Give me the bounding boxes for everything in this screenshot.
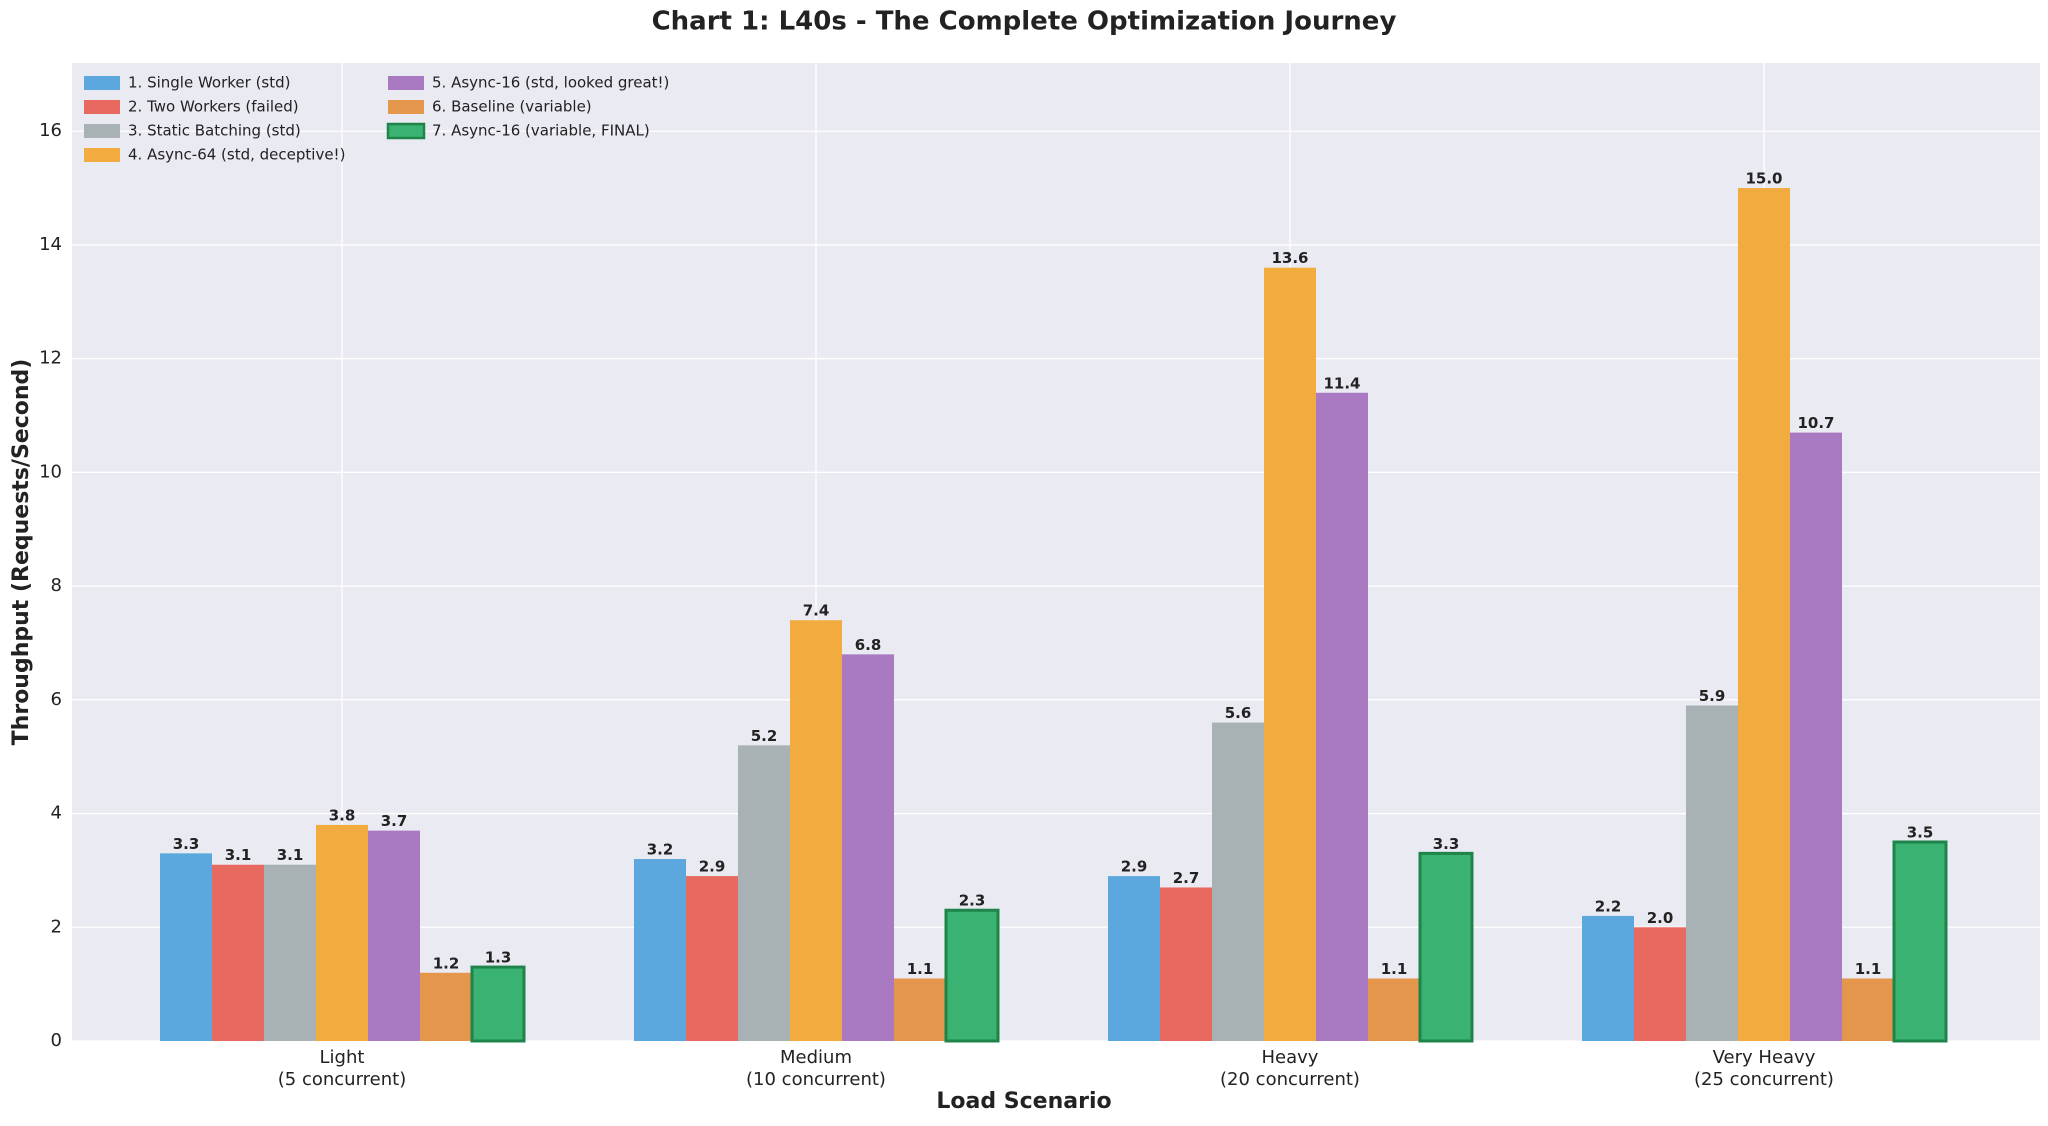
legend-swatch bbox=[84, 100, 120, 114]
bar bbox=[368, 830, 420, 1041]
value-label: 1.2 bbox=[433, 954, 460, 972]
bar bbox=[264, 864, 316, 1041]
x-tick-label: Very Heavy (25 concurrent) bbox=[1694, 1047, 1834, 1090]
bar bbox=[1892, 840, 1948, 1043]
legend-label: 6. Baseline (variable) bbox=[432, 98, 592, 116]
value-label: 10.7 bbox=[1797, 414, 1834, 432]
bar bbox=[634, 859, 686, 1041]
bar bbox=[470, 965, 526, 1043]
value-label: 3.3 bbox=[1433, 835, 1460, 853]
bar bbox=[1738, 188, 1790, 1041]
y-tick-label: 0 bbox=[51, 1030, 62, 1051]
bar bbox=[420, 972, 472, 1041]
value-label: 3.5 bbox=[1907, 823, 1934, 841]
bar bbox=[842, 654, 894, 1041]
value-label: 3.7 bbox=[381, 812, 408, 830]
y-tick-label: 8 bbox=[51, 575, 62, 596]
bar bbox=[1264, 267, 1316, 1042]
legend-label: 3. Static Batching (std) bbox=[128, 122, 301, 140]
legend-swatch bbox=[388, 100, 424, 114]
bar bbox=[1686, 705, 1738, 1041]
value-label: 5.9 bbox=[1699, 687, 1726, 705]
legend-swatch bbox=[84, 76, 120, 90]
value-label: 3.1 bbox=[277, 846, 304, 864]
legend-swatch bbox=[84, 148, 120, 162]
bar bbox=[944, 908, 1000, 1043]
value-label: 15.0 bbox=[1745, 170, 1782, 188]
bar bbox=[894, 978, 946, 1041]
bar bbox=[1108, 876, 1160, 1041]
value-label: 2.9 bbox=[1121, 858, 1148, 876]
x-tick-label: Medium (10 concurrent) bbox=[746, 1047, 886, 1090]
value-label: 1.1 bbox=[1381, 960, 1408, 978]
value-label: 2.9 bbox=[699, 858, 726, 876]
bar bbox=[1160, 887, 1212, 1041]
bar bbox=[686, 876, 738, 1041]
bar bbox=[1368, 978, 1420, 1041]
bar bbox=[1212, 722, 1264, 1041]
value-label: 1.3 bbox=[485, 949, 512, 967]
bar bbox=[1582, 915, 1634, 1041]
bar bbox=[738, 745, 790, 1041]
x-tick-label: Light (5 concurrent) bbox=[277, 1047, 407, 1090]
value-label: 2.0 bbox=[1647, 909, 1674, 927]
bar bbox=[160, 853, 212, 1041]
y-tick-label: 12 bbox=[39, 348, 62, 369]
y-tick-label: 6 bbox=[51, 689, 62, 710]
bar bbox=[212, 864, 264, 1041]
value-label: 2.7 bbox=[1173, 869, 1200, 887]
value-label: 3.1 bbox=[225, 846, 252, 864]
bar bbox=[1418, 851, 1474, 1043]
legend-swatch bbox=[84, 124, 120, 138]
value-label: 11.4 bbox=[1323, 374, 1360, 392]
value-label: 1.1 bbox=[907, 960, 934, 978]
value-label: 2.3 bbox=[959, 892, 986, 910]
value-label: 13.6 bbox=[1271, 249, 1308, 267]
x-tick-label: Heavy (20 concurrent) bbox=[1220, 1047, 1360, 1090]
y-tick-label: 16 bbox=[39, 120, 62, 141]
value-label: 2.2 bbox=[1595, 897, 1622, 915]
y-tick-label: 2 bbox=[51, 916, 62, 937]
legend-label: 5. Async-16 (std, looked great!) bbox=[432, 74, 669, 92]
legend-label: 1. Single Worker (std) bbox=[128, 74, 291, 92]
value-label: 1.1 bbox=[1855, 960, 1882, 978]
value-label: 3.3 bbox=[173, 835, 200, 853]
legend-swatch bbox=[388, 76, 424, 90]
y-tick-label: 10 bbox=[39, 461, 62, 482]
y-axis-label: Throughput (Requests/Second) bbox=[9, 359, 34, 746]
value-label: 5.6 bbox=[1225, 704, 1252, 722]
bar bbox=[1316, 392, 1368, 1041]
legend-swatch bbox=[386, 122, 426, 140]
value-label: 7.4 bbox=[803, 602, 830, 620]
bar bbox=[1634, 927, 1686, 1041]
legend-label: 4. Async-64 (std, deceptive!) bbox=[128, 146, 345, 164]
y-tick-label: 14 bbox=[39, 234, 62, 255]
x-axis-label: Load Scenario bbox=[936, 1089, 1111, 1114]
y-tick-label: 4 bbox=[51, 803, 62, 824]
value-label: 3.8 bbox=[329, 806, 356, 824]
legend-label: 2. Two Workers (failed) bbox=[128, 98, 299, 116]
bar bbox=[1790, 432, 1842, 1041]
value-label: 6.8 bbox=[855, 636, 882, 654]
bar bbox=[1842, 978, 1894, 1041]
chart-title: Chart 1: L40s - The Complete Optimizatio… bbox=[652, 7, 1397, 37]
value-label: 5.2 bbox=[751, 727, 778, 745]
value-label: 3.2 bbox=[647, 841, 674, 859]
bar bbox=[316, 824, 368, 1041]
legend-label: 7. Async-16 (variable, FINAL) bbox=[432, 122, 650, 140]
bar bbox=[790, 620, 842, 1041]
